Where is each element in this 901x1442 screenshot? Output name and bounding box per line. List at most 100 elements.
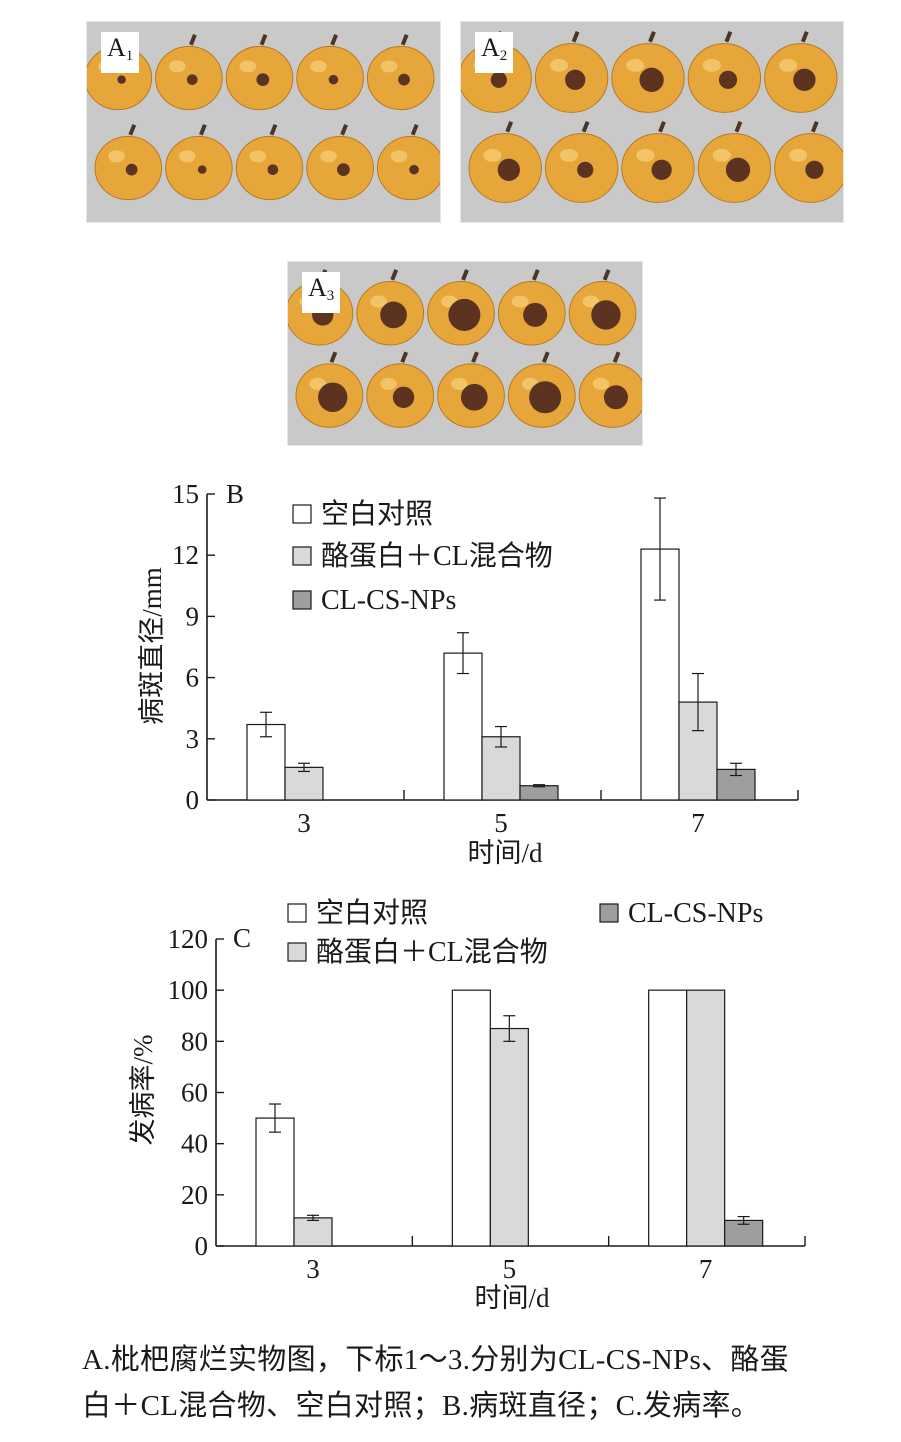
rot-lesion bbox=[398, 73, 410, 86]
fruit-highlight bbox=[380, 60, 398, 73]
x-tick-label: 5 bbox=[503, 1254, 517, 1284]
bar bbox=[489, 1027, 529, 1247]
fruit-stem bbox=[410, 123, 419, 136]
photo-a3: A3 bbox=[287, 261, 643, 446]
legend-swatch bbox=[287, 903, 307, 923]
rot-lesion bbox=[448, 298, 481, 331]
fruit-stem bbox=[400, 351, 409, 363]
fruit-stem bbox=[199, 123, 207, 136]
rot-lesion bbox=[337, 163, 350, 177]
fruit-stem bbox=[800, 31, 809, 43]
fruit-highlight bbox=[582, 295, 600, 308]
fruit-highlight bbox=[450, 377, 468, 390]
fruit-highlight bbox=[636, 148, 655, 162]
fruit-highlight bbox=[549, 58, 568, 72]
y-tick-label: 6 bbox=[186, 663, 200, 693]
fruit-highlight bbox=[511, 295, 529, 308]
fruit-highlight bbox=[310, 60, 327, 73]
fruit-stem bbox=[329, 351, 338, 363]
x-tick-label: 7 bbox=[691, 808, 705, 838]
fruit-stem bbox=[471, 351, 479, 363]
rot-lesion bbox=[117, 75, 126, 84]
rot-lesion bbox=[409, 164, 419, 175]
bar bbox=[451, 989, 491, 1247]
fruit-stem bbox=[541, 351, 550, 363]
bar bbox=[686, 989, 726, 1247]
fruit-highlight bbox=[390, 150, 408, 163]
x-axis-label: 时间/d bbox=[467, 838, 543, 868]
rot-lesion bbox=[718, 70, 738, 89]
rot-lesion bbox=[591, 300, 621, 330]
fruit-stem bbox=[648, 31, 656, 43]
rot-lesion bbox=[460, 383, 488, 411]
fruit-stem bbox=[531, 269, 540, 281]
rot-lesion bbox=[186, 74, 198, 85]
fruit-highlight bbox=[320, 150, 337, 163]
rot-lesion bbox=[197, 165, 207, 174]
fruit-highlight bbox=[380, 377, 397, 390]
rot-lesion bbox=[577, 161, 594, 178]
y-tick-label: 3 bbox=[186, 724, 200, 754]
rot-lesion bbox=[529, 381, 562, 414]
x-tick-label: 3 bbox=[297, 808, 311, 838]
bar bbox=[443, 652, 483, 801]
fruit-stem bbox=[612, 351, 621, 363]
rot-lesion bbox=[565, 69, 586, 90]
fruit-stem bbox=[128, 123, 137, 136]
x-axis-label: 时间/d bbox=[474, 1283, 550, 1313]
bar bbox=[255, 1117, 295, 1247]
fruit-stem bbox=[724, 31, 733, 43]
legend-label: CL-CS-NPs bbox=[321, 585, 456, 616]
photo-a1: A1 bbox=[86, 21, 441, 223]
legend-item: CL-CS-NPs bbox=[599, 898, 763, 929]
legend-swatch bbox=[292, 546, 312, 566]
panel-letter: C bbox=[233, 923, 251, 953]
fruit-stem bbox=[330, 33, 338, 46]
legend-label: CL-CS-NPs bbox=[628, 898, 763, 929]
fruit-highlight bbox=[779, 58, 798, 72]
fruit-highlight bbox=[249, 150, 267, 163]
legend-item: 空白对照 bbox=[287, 897, 428, 929]
fruit-highlight bbox=[592, 377, 610, 390]
rot-lesion bbox=[805, 160, 824, 179]
y-tick-label: 15 bbox=[172, 479, 199, 509]
rot-lesion bbox=[725, 157, 751, 182]
legend-item: 酪蛋白＋CL混合物 bbox=[287, 936, 548, 968]
y-tick-label: 9 bbox=[186, 601, 200, 631]
legend-item: CL-CS-NPs bbox=[292, 585, 456, 616]
y-tick-label: 0 bbox=[195, 1231, 209, 1261]
fruit-stem bbox=[189, 33, 197, 46]
fruit-stem bbox=[602, 269, 611, 281]
fruit-highlight bbox=[239, 60, 257, 73]
rot-lesion bbox=[793, 68, 816, 91]
fruit-stem bbox=[461, 269, 469, 281]
fruit-highlight bbox=[108, 150, 125, 163]
rot-lesion bbox=[497, 158, 520, 181]
y-tick-label: 100 bbox=[168, 975, 209, 1005]
rot-lesion bbox=[318, 382, 348, 412]
photo-label: A3 bbox=[302, 272, 341, 313]
panel-letter: B bbox=[226, 479, 244, 509]
fruit-highlight bbox=[702, 58, 721, 72]
fruit-stem bbox=[734, 121, 743, 133]
caption-line-1: A.枇杷腐烂实物图，下标1～3.分别为CL-CS-NPs、酪蛋 bbox=[82, 1344, 789, 1376]
fruit-stem bbox=[810, 121, 819, 133]
legend-label: 酪蛋白＋CL混合物 bbox=[316, 936, 548, 968]
fruit-stem bbox=[581, 121, 590, 133]
bar bbox=[293, 1217, 333, 1247]
legend-item: 酪蛋白＋CL混合物 bbox=[292, 540, 553, 572]
y-tick-label: 80 bbox=[181, 1026, 208, 1056]
fruit-stem bbox=[390, 269, 399, 281]
legend-label: 酪蛋白＋CL混合物 bbox=[321, 540, 553, 572]
rot-lesion bbox=[651, 159, 672, 180]
fruit-stem bbox=[658, 121, 666, 133]
figure-caption: A.枇杷腐烂实物图，下标1～3.分别为CL-CS-NPs、酪蛋 白＋CL混合物、… bbox=[82, 1337, 862, 1429]
rot-lesion bbox=[328, 74, 339, 85]
legend-swatch bbox=[292, 590, 312, 610]
y-tick-label: 12 bbox=[172, 540, 199, 570]
fruit-highlight bbox=[789, 148, 808, 162]
fruit-highlight bbox=[370, 295, 387, 308]
y-tick-label: 60 bbox=[181, 1078, 208, 1108]
fruit-highlight bbox=[559, 148, 578, 162]
